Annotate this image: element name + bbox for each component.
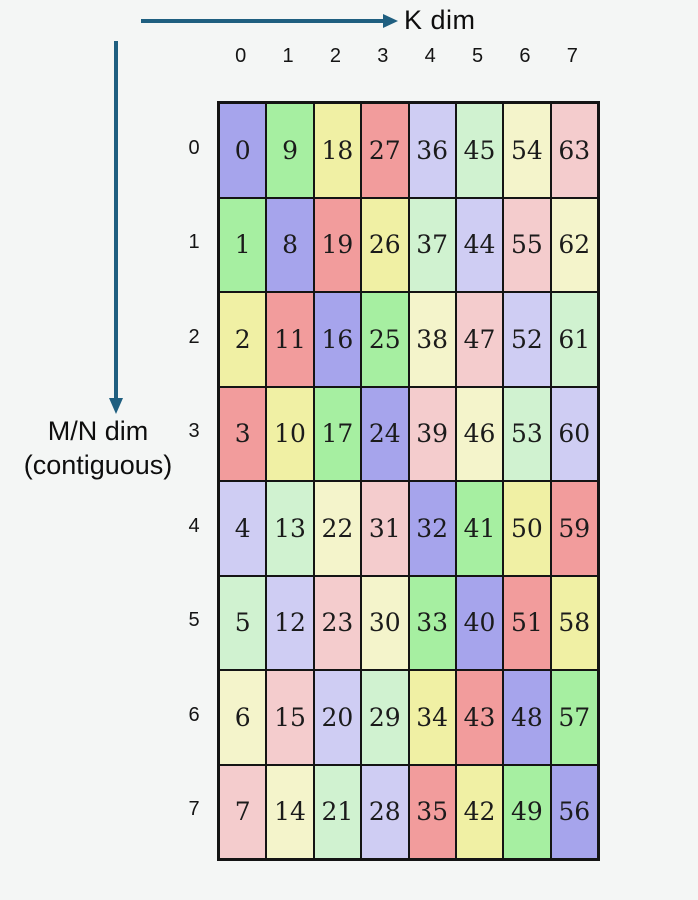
matrix-cell: 7	[219, 764, 267, 859]
matrix-cell: 15	[266, 670, 314, 765]
matrix-cell: 29	[361, 670, 409, 765]
matrix-cell: 49	[503, 764, 551, 859]
matrix-cell: 8	[266, 197, 314, 292]
col-header-5: 5	[472, 44, 484, 67]
matrix-cell: 32	[408, 481, 456, 576]
col-header-2: 2	[329, 44, 341, 67]
matrix-cell: 53	[503, 386, 551, 481]
matrix-cell: 19	[313, 197, 362, 292]
matrix-cell: 13	[266, 481, 314, 576]
matrix-cell: 14	[266, 764, 314, 859]
matrix-cell: 47	[455, 292, 504, 387]
k-dim-label: K dim	[404, 5, 476, 35]
matrix-cell: 36	[408, 103, 456, 198]
matrix-cell: 18	[313, 103, 362, 198]
matrix-cell: 25	[361, 292, 409, 387]
matrix-cell: 24	[361, 386, 409, 481]
matrix-cell: 60	[550, 386, 598, 481]
row-header-1: 1	[188, 231, 200, 254]
matrix-cell: 21	[313, 764, 362, 859]
col-header-1: 1	[282, 44, 294, 67]
matrix-cell: 57	[550, 670, 598, 765]
matrix-cell: 45	[455, 103, 504, 198]
matrix-cell: 52	[503, 292, 551, 387]
col-header-3: 3	[377, 44, 389, 67]
matrix-cell: 22	[313, 481, 362, 576]
matrix-cell: 28	[361, 764, 409, 859]
row-header-2: 2	[188, 325, 200, 348]
matrix-cell: 9	[266, 103, 314, 198]
matrix-cell: 59	[550, 481, 598, 576]
matrix-cell: 2	[219, 292, 267, 387]
row-header-6: 6	[188, 703, 200, 726]
matrix-cell: 42	[455, 764, 504, 859]
matrix-cell: 23	[313, 575, 362, 670]
column-headers: 0 1 2 3 4 5 6 7	[217, 42, 596, 70]
matrix-cell: 34	[408, 670, 456, 765]
row-header-4: 4	[188, 514, 200, 537]
matrix-cell: 61	[550, 292, 598, 387]
col-header-7: 7	[566, 44, 578, 67]
row-header-5: 5	[188, 609, 200, 632]
matrix-cell: 37	[408, 197, 456, 292]
matrix-cell: 12	[266, 575, 314, 670]
matrix-cell: 51	[503, 575, 551, 670]
matrix-cell: 38	[408, 292, 456, 387]
row-headers: 0 1 2 3 4 5 6 7	[176, 101, 212, 857]
matrix-cell: 10	[266, 386, 314, 481]
matrix-cell: 50	[503, 481, 551, 576]
matrix-cell: 56	[550, 764, 598, 859]
row-header-0: 0	[188, 136, 200, 159]
matrix-cell: 41	[455, 481, 504, 576]
matrix-cell: 0	[219, 103, 267, 198]
mn-dim-label: M/N dim (contiguous)	[0, 414, 196, 482]
matrix-cell: 31	[361, 481, 409, 576]
matrix-cell: 44	[455, 197, 504, 292]
matrix-cell: 20	[313, 670, 362, 765]
col-header-6: 6	[519, 44, 531, 67]
row-header-7: 7	[188, 798, 200, 821]
matrix-cell: 46	[455, 386, 504, 481]
mn-dim-label-line2: (contiguous)	[23, 450, 173, 480]
matrix-cell: 58	[550, 575, 598, 670]
matrix-cell: 4	[219, 481, 267, 576]
matrix-cell: 26	[361, 197, 409, 292]
matrix-cell: 16	[313, 292, 362, 387]
matrix-cell: 63	[550, 103, 598, 198]
matrix-cell: 11	[266, 292, 314, 387]
matrix-cell: 40	[455, 575, 504, 670]
matrix-cell: 54	[503, 103, 551, 198]
matrix-cell: 62	[550, 197, 598, 292]
matrix-cell: 48	[503, 670, 551, 765]
row-header-3: 3	[188, 420, 200, 443]
matrix-cell: 27	[361, 103, 409, 198]
matrix-cell: 39	[408, 386, 456, 481]
matrix-cell: 6	[219, 670, 267, 765]
matrix-cell: 55	[503, 197, 551, 292]
col-header-0: 0	[235, 44, 247, 67]
matrix-cell: 3	[219, 386, 267, 481]
matrix-cell: 35	[408, 764, 456, 859]
matrix-cell: 43	[455, 670, 504, 765]
mn-dim-label-line1: M/N dim	[47, 416, 149, 446]
k-dim-arrow	[141, 14, 398, 28]
matrix-cell: 5	[219, 575, 267, 670]
matrix-grid: 0 9 18 27 36 45 54 63 1 8 19 26 37 44 55 62 2 11 16 25 38 47 5…	[217, 101, 600, 861]
matrix-cell: 17	[313, 386, 362, 481]
matrix-cell: 33	[408, 575, 456, 670]
matrix-cell: 1	[219, 197, 267, 292]
mn-dim-arrow	[109, 41, 123, 414]
matrix-cell: 30	[361, 575, 409, 670]
col-header-4: 4	[424, 44, 436, 67]
